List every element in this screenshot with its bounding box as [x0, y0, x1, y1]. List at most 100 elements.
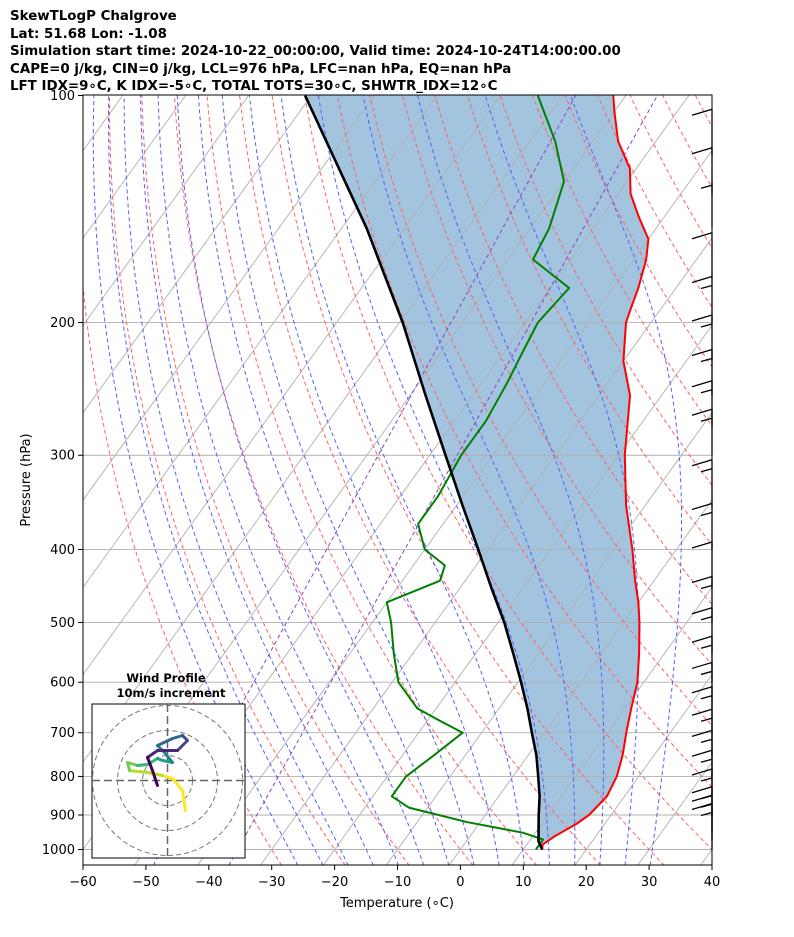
dry-adiabat-line — [694, 95, 712, 128]
wind-barb-flag — [691, 729, 713, 738]
wind-barb-flag — [691, 686, 713, 694]
location-line: Lat: 51.68 Lon: -1.08 — [10, 26, 167, 42]
hodograph-segment — [181, 789, 187, 812]
wind-barb-half-flag — [700, 738, 713, 744]
dry-adiabat-line — [336, 95, 712, 788]
hodograph-segment — [136, 763, 149, 767]
wind-barb — [691, 635, 713, 683]
inset-title: Wind Profile — [126, 671, 206, 685]
mixing-ratio-line — [152, 95, 576, 865]
isotherm-line — [259, 237, 712, 865]
moist-adiabat-line — [362, 95, 576, 865]
moist-adiabat-line — [417, 95, 605, 865]
wind-barb-flag — [691, 408, 713, 416]
y-axis-label: Pressure (hPa) — [19, 433, 34, 526]
wind-barb-flag — [691, 147, 713, 155]
wind-barb-flag — [691, 314, 713, 322]
isotherm-line — [83, 95, 186, 239]
y-tick-label: 1000 — [42, 843, 75, 858]
moist-adiabat-line — [140, 95, 374, 865]
dry-adiabat-line — [239, 95, 601, 865]
wind-barb-half-flag — [700, 389, 713, 394]
axes-layer: −60 −50 −40 −30 −20 −10 0 10 20 30 40 1000 900 800 700… — [42, 89, 720, 890]
x-tick-label: 0 — [456, 875, 464, 890]
isotherm-line — [197, 149, 712, 865]
temperature-line — [541, 95, 650, 850]
x-tick-label: 20 — [578, 875, 595, 890]
hodograph-segment — [151, 769, 159, 787]
isotherm-line — [322, 324, 712, 865]
wind-barb-half-flag — [700, 644, 713, 649]
wind-barb — [691, 794, 713, 842]
wind-barb — [691, 348, 713, 396]
x-tick-label: −60 — [69, 875, 96, 890]
y-tick-label: 200 — [50, 316, 75, 331]
hodograph-segment — [161, 774, 174, 780]
isotherm-line — [83, 95, 438, 589]
parcel-line — [303, 95, 544, 851]
y-tick-label: 500 — [50, 616, 75, 631]
wind-barb — [691, 232, 713, 279]
x-tick-label: −50 — [132, 875, 159, 890]
dry-adiabat-line — [728, 96, 794, 866]
y-tick-label: 300 — [50, 449, 75, 464]
wind-barb-flag — [691, 348, 713, 357]
wind-barb-half-flag — [700, 511, 713, 517]
hodograph-segment — [176, 739, 189, 752]
x-tick-label: 10 — [515, 875, 532, 890]
dry-adiabat-line — [532, 95, 712, 427]
wind-barb-half-flag — [700, 695, 713, 700]
wind-barb-flag — [691, 786, 713, 794]
wind-barb-flag — [691, 749, 713, 757]
wind-barb-flag — [691, 661, 713, 670]
hodograph-segment — [128, 769, 149, 774]
isotherm-line — [83, 95, 312, 414]
hodograph-segment — [146, 749, 159, 759]
wind-barb-flag — [691, 108, 713, 116]
moist-adiabat-line — [317, 95, 550, 865]
wind-barb — [691, 380, 713, 427]
dry-adiabat-line — [662, 95, 712, 189]
isotherm-line — [83, 95, 501, 676]
wind-barb-half-flag — [700, 795, 713, 800]
hodograph-segment — [171, 777, 184, 792]
wind-barb — [691, 802, 713, 850]
moist-adiabat-line — [92, 95, 299, 865]
wind-barb-flag — [691, 502, 713, 511]
time-line: Simulation start time: 2024-10-22_00:00:… — [10, 44, 621, 59]
y-tick-label: 400 — [50, 543, 75, 558]
x-tick-label: −30 — [258, 875, 285, 890]
y-tick-label: 600 — [50, 676, 75, 691]
hodograph-segment — [156, 737, 174, 747]
x-axis-label: Temperature (∘C) — [339, 896, 454, 911]
wind-barb-flag — [691, 275, 713, 284]
wind-barb-flag — [691, 708, 713, 716]
dry-adiabat-line — [108, 95, 346, 865]
x-tick-label: 40 — [704, 875, 721, 890]
wind-barb-half-flag — [700, 758, 713, 763]
moist-adiabat-line — [108, 95, 324, 865]
hodograph-segment — [126, 761, 139, 767]
moist-adiabat-line — [198, 95, 450, 865]
profile-lines-layer — [303, 95, 650, 851]
wind-barb-flag — [691, 607, 713, 615]
wind-barb-flag — [691, 459, 713, 467]
isotherm-line — [448, 499, 712, 865]
wind-barb-half-flag — [700, 717, 713, 722]
wind-barb-half-flag — [700, 670, 713, 676]
isotherm-line — [83, 95, 375, 501]
dry-adiabat-line — [271, 95, 665, 865]
wind-barb-half-flag — [700, 803, 713, 808]
wind-barb-half-flag — [700, 811, 713, 817]
wind-barb-flag — [691, 232, 713, 240]
dewpoint-line — [385, 95, 571, 851]
dry-adiabat-line — [206, 95, 538, 865]
wind-barb-half-flag — [700, 616, 713, 621]
wind-barb — [691, 575, 713, 623]
isotherm-line — [700, 848, 712, 865]
moist-adiabat-line — [176, 95, 425, 865]
dry-adiabat-line — [141, 95, 410, 865]
wind-barb — [691, 661, 713, 709]
x-tick-label: −20 — [321, 875, 348, 890]
wind-barb-flag — [691, 768, 713, 776]
